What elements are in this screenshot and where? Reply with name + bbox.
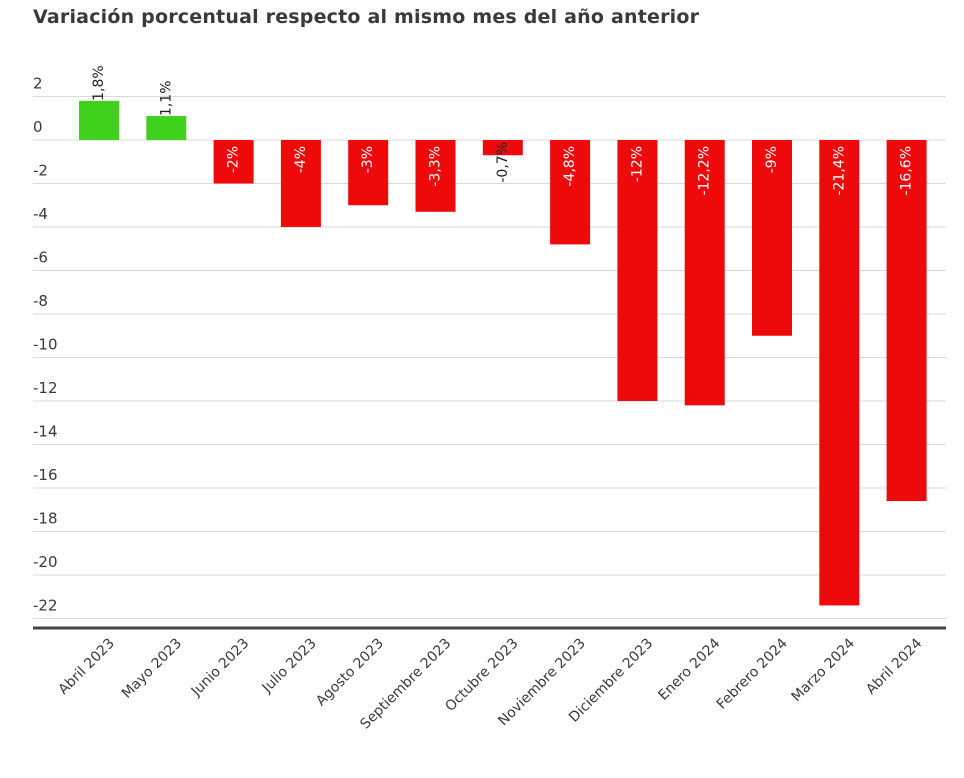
x-tick-label: Abril 2024 <box>863 635 925 697</box>
y-tick-label: -4 <box>33 205 48 223</box>
y-axis-ticks: 2 0 -2 -4 -6 -8 -10 -12 -14 -16 -18 -20 -22 <box>33 75 58 615</box>
data-label: -12,2% <box>697 146 713 196</box>
data-label: 1,1% <box>158 80 174 116</box>
y-tick-label: -22 <box>33 597 58 615</box>
y-tick-label: -14 <box>33 423 58 441</box>
bar <box>886 140 927 502</box>
x-tick-label: Julio 2023 <box>259 636 320 697</box>
data-label: -9% <box>764 146 780 173</box>
x-tick-label: Enero 2024 <box>655 635 723 703</box>
data-label: -2% <box>226 146 242 173</box>
y-tick-label: -20 <box>33 553 58 571</box>
data-label: -21,4% <box>831 146 847 196</box>
x-axis-ticks: Abril 2023 Mayo 2023 Junio 2023 Julio 2023A… <box>56 635 926 732</box>
x-tick-label: Febrero 2024 <box>714 635 791 712</box>
data-label: -0,7% <box>495 142 511 183</box>
data-label: -4% <box>293 146 309 173</box>
bar <box>213 140 254 184</box>
bar <box>819 140 860 606</box>
bar <box>280 140 321 227</box>
x-tick-label: Junio 2023 <box>188 636 253 701</box>
bar <box>752 140 792 336</box>
y-tick-label: -16 <box>33 466 58 484</box>
data-labels: 1,8% 1,1% -2% -4% -3% -3,3% -0,7% -4,8% -12% -12,… <box>91 65 915 195</box>
y-tick-label: -2 <box>33 162 48 180</box>
data-label: -3,3% <box>428 146 444 187</box>
chart-title: Variación porcentual respecto al mismo m… <box>33 6 700 28</box>
y-tick-label: 0 <box>33 118 43 136</box>
x-tick-label: Marzo 2024 <box>789 635 859 705</box>
bar <box>146 116 187 140</box>
bar <box>348 140 389 206</box>
y-tick-label: -18 <box>33 510 58 528</box>
bar <box>482 140 523 156</box>
y-tick-label: -10 <box>33 336 58 354</box>
data-label: -12% <box>629 146 645 182</box>
gridlines <box>33 96 946 619</box>
data-label: -4,8% <box>562 146 578 187</box>
bar <box>617 140 658 401</box>
x-tick-label: Mayo 2023 <box>119 636 185 702</box>
data-label: -3% <box>360 146 376 173</box>
y-tick-label: -8 <box>33 292 48 310</box>
bar <box>550 140 591 245</box>
x-tick-label: Abril 2023 <box>56 636 118 698</box>
data-label: -16,6% <box>899 146 915 196</box>
bar <box>415 140 456 212</box>
bars <box>79 100 927 606</box>
bar <box>79 100 119 140</box>
data-label: 1,8% <box>91 65 107 101</box>
y-tick-label: -12 <box>33 379 58 397</box>
x-tick-label: Agosto 2023 <box>313 636 387 710</box>
bar <box>684 140 725 406</box>
y-tick-label: -6 <box>33 249 48 267</box>
y-tick-label: 2 <box>33 75 43 93</box>
